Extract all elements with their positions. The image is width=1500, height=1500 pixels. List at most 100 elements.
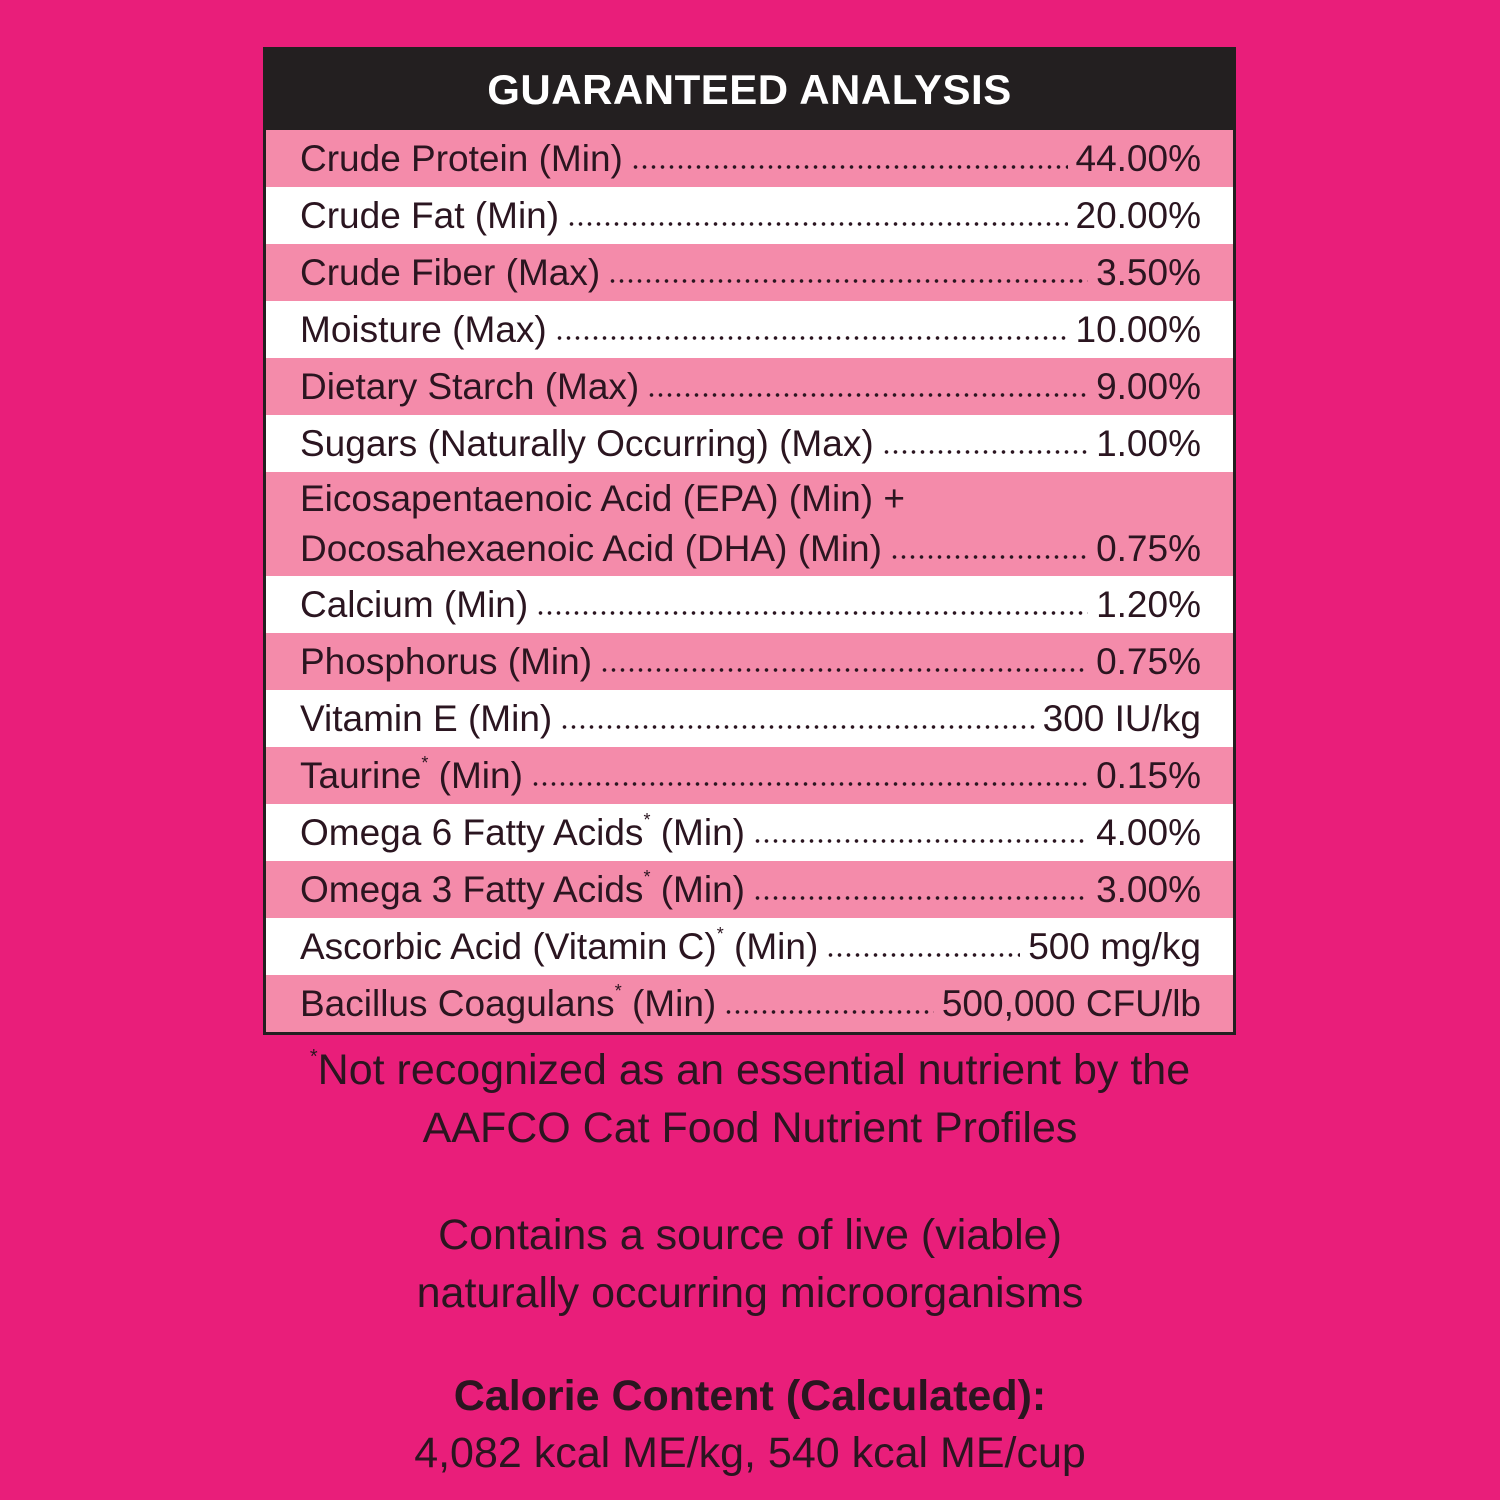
nutrient-qualifier: (Min)	[467, 697, 553, 739]
dot-leader	[554, 334, 1068, 341]
live-note-line-1: Contains a source of live (viable)	[438, 1211, 1062, 1259]
nutrient-value: 500,000 CFU/lb	[941, 982, 1201, 1024]
asterisk-mark: *	[643, 866, 651, 887]
nutrient-name: Calcium	[300, 583, 434, 625]
nutrient-label: Docosahexaenoic Acid (DHA) (Min)	[300, 528, 882, 570]
nutrient-value: 0.15%	[1096, 754, 1201, 796]
nutrient-value: 3.50%	[1096, 251, 1201, 293]
nutrient-qualifier: (Min)	[438, 754, 523, 796]
dot-leader	[608, 277, 1089, 284]
nutrient-name: Crude Protein	[300, 137, 529, 179]
nutrient-qualifier: (Min)	[538, 137, 623, 179]
nutrient-name: Sugars (Naturally Occurring)	[300, 422, 769, 464]
table-row: Dietary Starch (Max) 9.00%	[266, 358, 1233, 415]
nutrient-value: 9.00%	[1096, 365, 1201, 407]
guaranteed-analysis-table: GUARANTEED ANALYSIS Crude Protein (Min) 4…	[263, 47, 1236, 1035]
dot-leader	[753, 894, 1089, 901]
nutrient-value: 44.00%	[1075, 137, 1202, 179]
nutrient-label: Omega 6 Fatty Acids* (Min)	[300, 809, 745, 854]
nutrient-label: Vitamin E (Min)	[300, 698, 552, 740]
nutrient-name: Crude Fat	[300, 194, 465, 236]
nutrient-name: Omega 6 Fatty Acids	[300, 811, 644, 853]
calorie-value: 4,082 kcal ME/kg, 540 kcal ME/cup	[414, 1429, 1086, 1477]
footnote-text-1: Not recognized as an essential nutrient …	[317, 1046, 1191, 1094]
footnote-asterisk: *	[309, 1046, 318, 1068]
dot-leader	[647, 391, 1089, 398]
nutrient-label: Bacillus Coagulans* (Min)	[300, 981, 717, 1025]
table-header: GUARANTEED ANALYSIS	[266, 50, 1233, 130]
nutrient-name: Docosahexaenoic Acid (DHA)	[300, 528, 788, 569]
nutrient-name: Omega 3 Fatty Acids	[300, 868, 644, 910]
nutrient-value: 1.00%	[1096, 422, 1201, 464]
dot-leader	[560, 723, 1035, 730]
nutrient-name: Vitamin E	[300, 697, 458, 739]
dot-leader	[600, 666, 1089, 673]
asterisk-mark: *	[421, 752, 429, 773]
nutrient-qualifier: (Min)	[507, 640, 593, 682]
nutrient-label: Omega 3 Fatty Acids* (Min)	[300, 866, 745, 911]
nutrient-label: Dietary Starch (Max)	[300, 366, 639, 408]
row-line-1: Eicosapentaenoic Acid (EPA) (Min) +	[300, 474, 1201, 524]
nutrient-label: Sugars (Naturally Occurring) (Max)	[300, 423, 874, 465]
nutrient-name: Phosphorus	[300, 640, 498, 682]
nutrient-qualifier: (Min)	[660, 868, 745, 910]
nutrient-qualifier: (Min)	[631, 982, 717, 1024]
nutrient-qualifier: (Min)	[734, 925, 819, 967]
nutrient-qualifier: (Max)	[452, 308, 547, 350]
nutrient-label: Ascorbic Acid (Vitamin C)* (Min)	[300, 923, 819, 968]
table-row: Crude Fat (Min) 20.00%	[266, 187, 1233, 244]
table-row: Taurine* (Min) 0.15%	[266, 747, 1233, 804]
asterisk-mark: *	[643, 809, 651, 830]
nutrient-label: Moisture (Max)	[300, 309, 547, 351]
table-row: Calcium (Min) 1.20%	[266, 576, 1233, 633]
dot-leader	[881, 448, 1089, 455]
table-row: Crude Protein (Min) 44.00%	[266, 130, 1233, 187]
nutrient-value: 500 mg/kg	[1028, 925, 1201, 967]
nutrient-qualifier: (Min)	[474, 194, 560, 236]
dot-leader	[630, 163, 1068, 170]
nutrient-name: Bacillus Coagulans	[300, 982, 615, 1024]
nutrient-value: 10.00%	[1075, 308, 1202, 350]
table-row: Sugars (Naturally Occurring) (Max) 1.00%	[266, 415, 1233, 472]
table-row: Bacillus Coagulans* (Min) 500,000 CFU/lb	[266, 975, 1233, 1032]
table-row: Eicosapentaenoic Acid (EPA) (Min) + Docos…	[266, 472, 1233, 576]
table-rows: Crude Protein (Min) 44.00% Crude Fat (Min)…	[266, 130, 1233, 1032]
nutrient-qualifier: (Max)	[544, 365, 640, 407]
nutrient-name: Crude Fiber	[300, 251, 496, 293]
nutrient-name: Taurine	[300, 754, 422, 796]
dot-leader	[530, 780, 1089, 787]
nutrient-value: 4.00%	[1096, 811, 1201, 853]
nutrient-name: Moisture	[300, 308, 442, 350]
nutrient-label: Calcium (Min)	[300, 584, 528, 626]
nutrient-label: Taurine* (Min)	[300, 752, 523, 797]
nutrient-name: Ascorbic Acid (Vitamin C)	[300, 925, 717, 967]
table-row: Phosphorus (Min) 0.75%	[266, 633, 1233, 690]
footnote-line-1: *Not recognized as an essential nutrient…	[0, 1046, 1500, 1095]
nutrient-qualifier: (Min)	[797, 528, 882, 569]
dot-leader	[536, 609, 1089, 616]
nutrient-qualifier: (Max)	[779, 422, 874, 464]
nutrient-label: Crude Fat (Min)	[300, 195, 559, 237]
table-row: Omega 6 Fatty Acids* (Min) 4.00%	[266, 804, 1233, 861]
dot-leader	[724, 1008, 934, 1015]
row-line-2: Docosahexaenoic Acid (DHA) (Min) 0.75%	[300, 524, 1201, 574]
calorie-heading: Calorie Content (Calculated):	[453, 1372, 1047, 1420]
dot-leader	[826, 951, 1021, 958]
nutrient-qualifier: (Max)	[505, 251, 601, 293]
live-note-line-2: naturally occurring microorganisms	[416, 1269, 1084, 1317]
nutrient-name: Dietary Starch	[300, 365, 535, 407]
nutrient-value: 0.75%	[1096, 640, 1201, 682]
nutrient-value: 1.20%	[1096, 583, 1201, 625]
asterisk-mark: *	[716, 923, 724, 944]
dot-leader	[567, 220, 1068, 227]
dot-leader	[889, 554, 1089, 560]
nutrient-label: Crude Protein (Min)	[300, 138, 623, 180]
nutrient-value: 20.00%	[1075, 194, 1202, 236]
table-row: Ascorbic Acid (Vitamin C)* (Min) 500 mg/k…	[266, 918, 1233, 975]
table-row: Vitamin E (Min) 300 IU/kg	[266, 690, 1233, 747]
dot-leader	[753, 837, 1089, 844]
nutrient-qualifier: (Min)	[660, 811, 745, 853]
nutrient-label: Crude Fiber (Max)	[300, 252, 600, 294]
nutrient-value: 300 IU/kg	[1042, 697, 1201, 739]
table-row: Moisture (Max) 10.00%	[266, 301, 1233, 358]
